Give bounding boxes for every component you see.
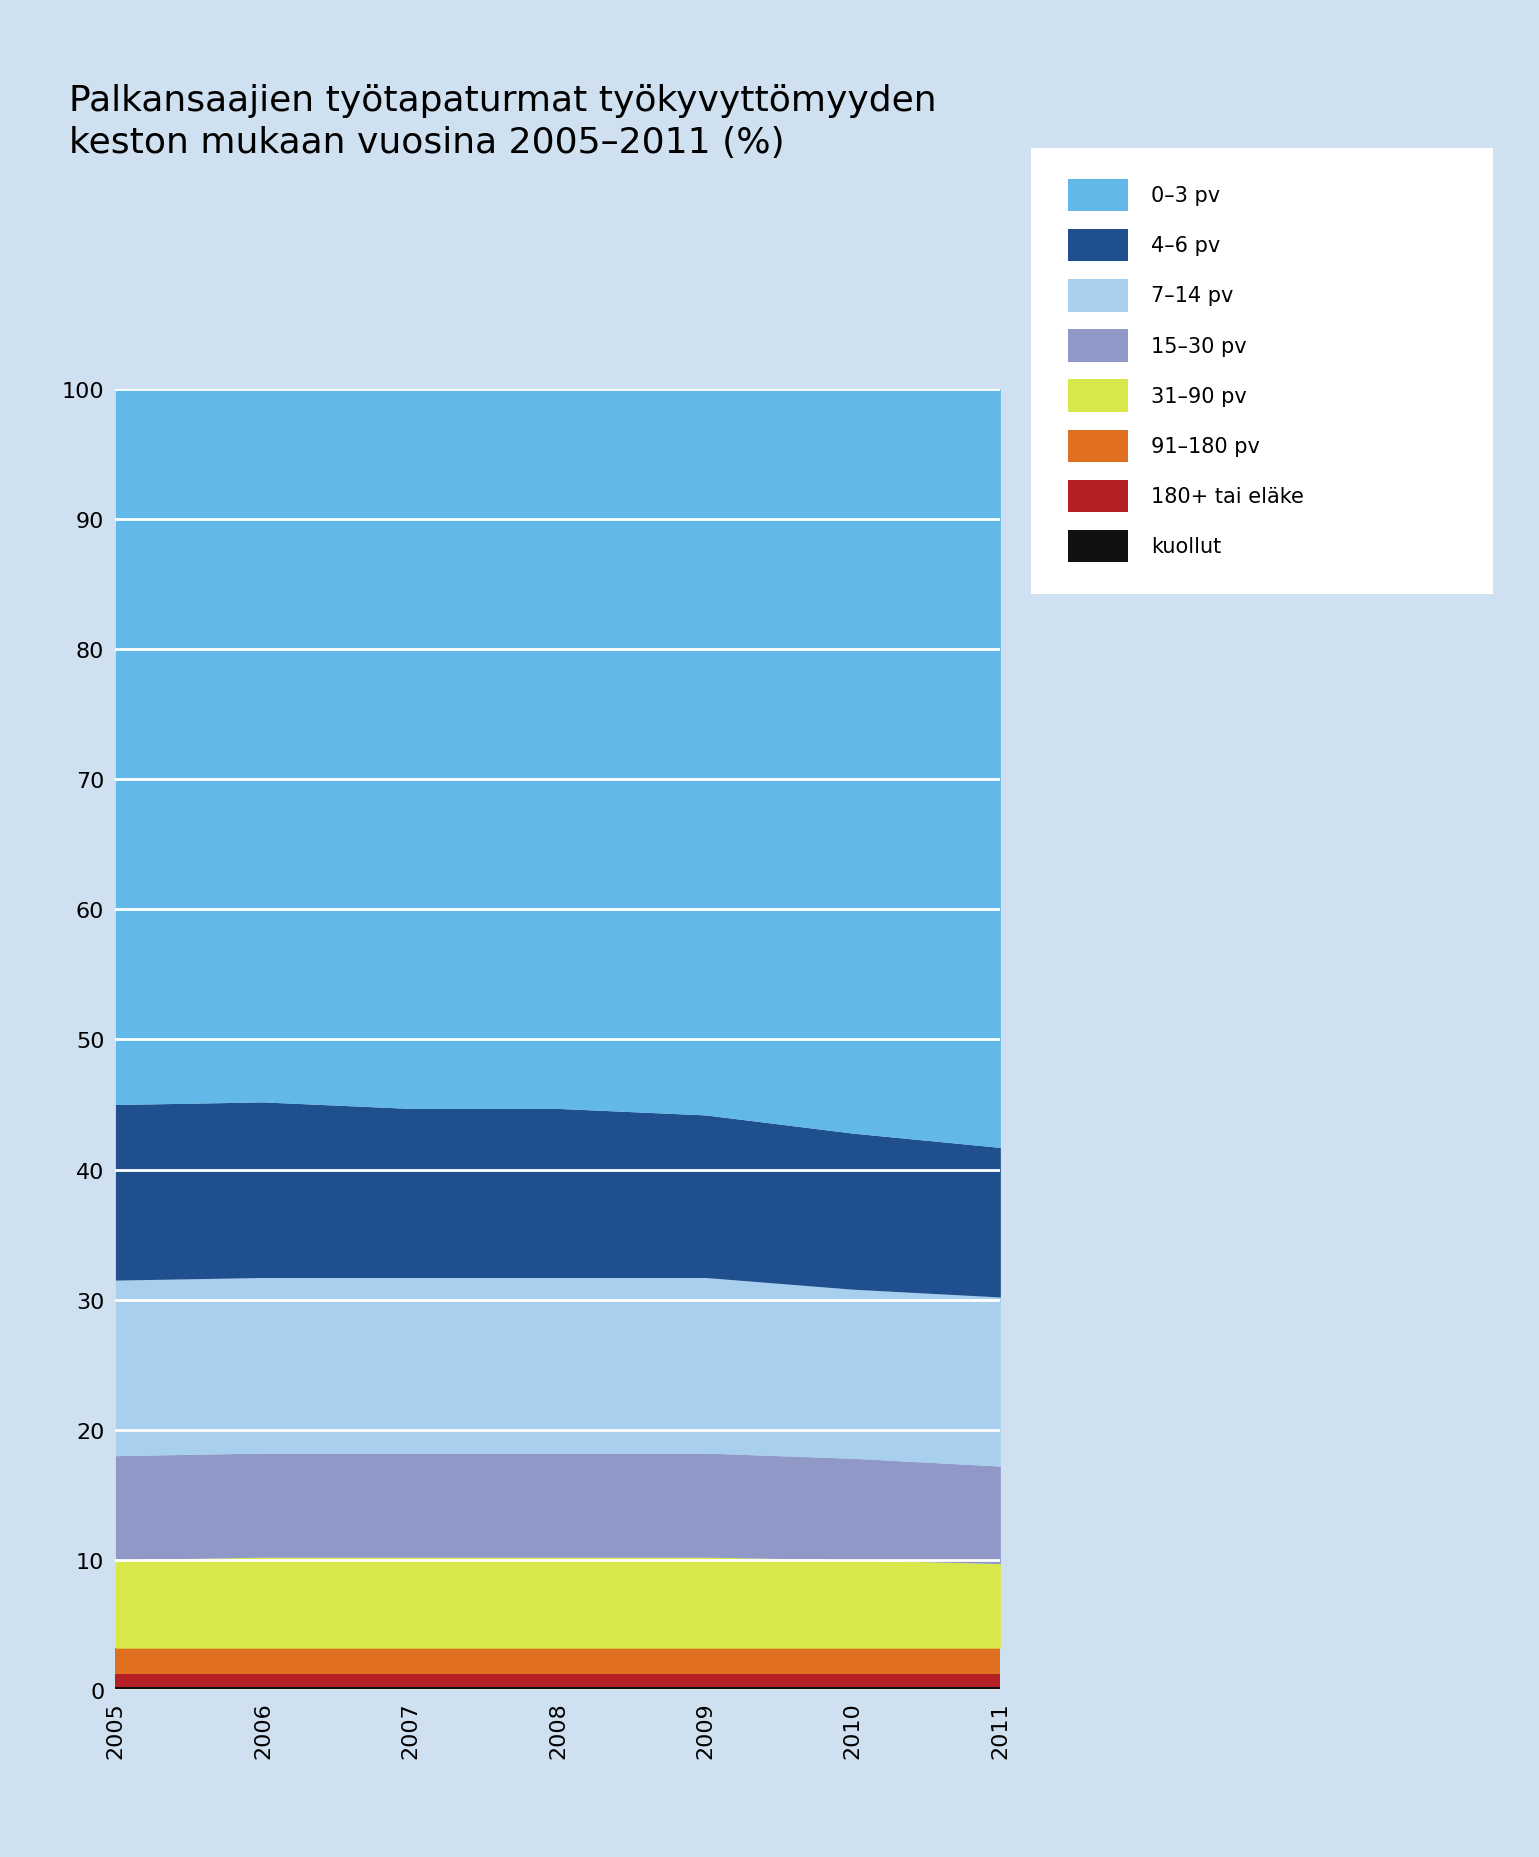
Text: 180+ tai eläke: 180+ tai eläke [1151,487,1304,507]
Bar [1068,180,1128,212]
Text: 91–180 pv: 91–180 pv [1151,436,1260,457]
Text: Palkansaajien työtapaturmat työkyvyttömyyden
keston mukaan vuosina 2005–2011 (%): Palkansaajien työtapaturmat työkyvyttömy… [69,84,937,160]
Text: 0–3 pv: 0–3 pv [1151,186,1220,206]
Bar [1068,381,1128,412]
Bar [1068,431,1128,462]
Text: 7–14 pv: 7–14 pv [1151,286,1234,306]
Bar [1068,280,1128,312]
Text: kuollut: kuollut [1151,537,1222,557]
Bar [1068,331,1128,362]
Text: 4–6 pv: 4–6 pv [1151,236,1220,256]
Bar [1068,531,1128,563]
Bar [1068,230,1128,262]
Text: 15–30 pv: 15–30 pv [1151,336,1247,357]
Text: 31–90 pv: 31–90 pv [1151,386,1247,407]
Bar [1068,481,1128,513]
